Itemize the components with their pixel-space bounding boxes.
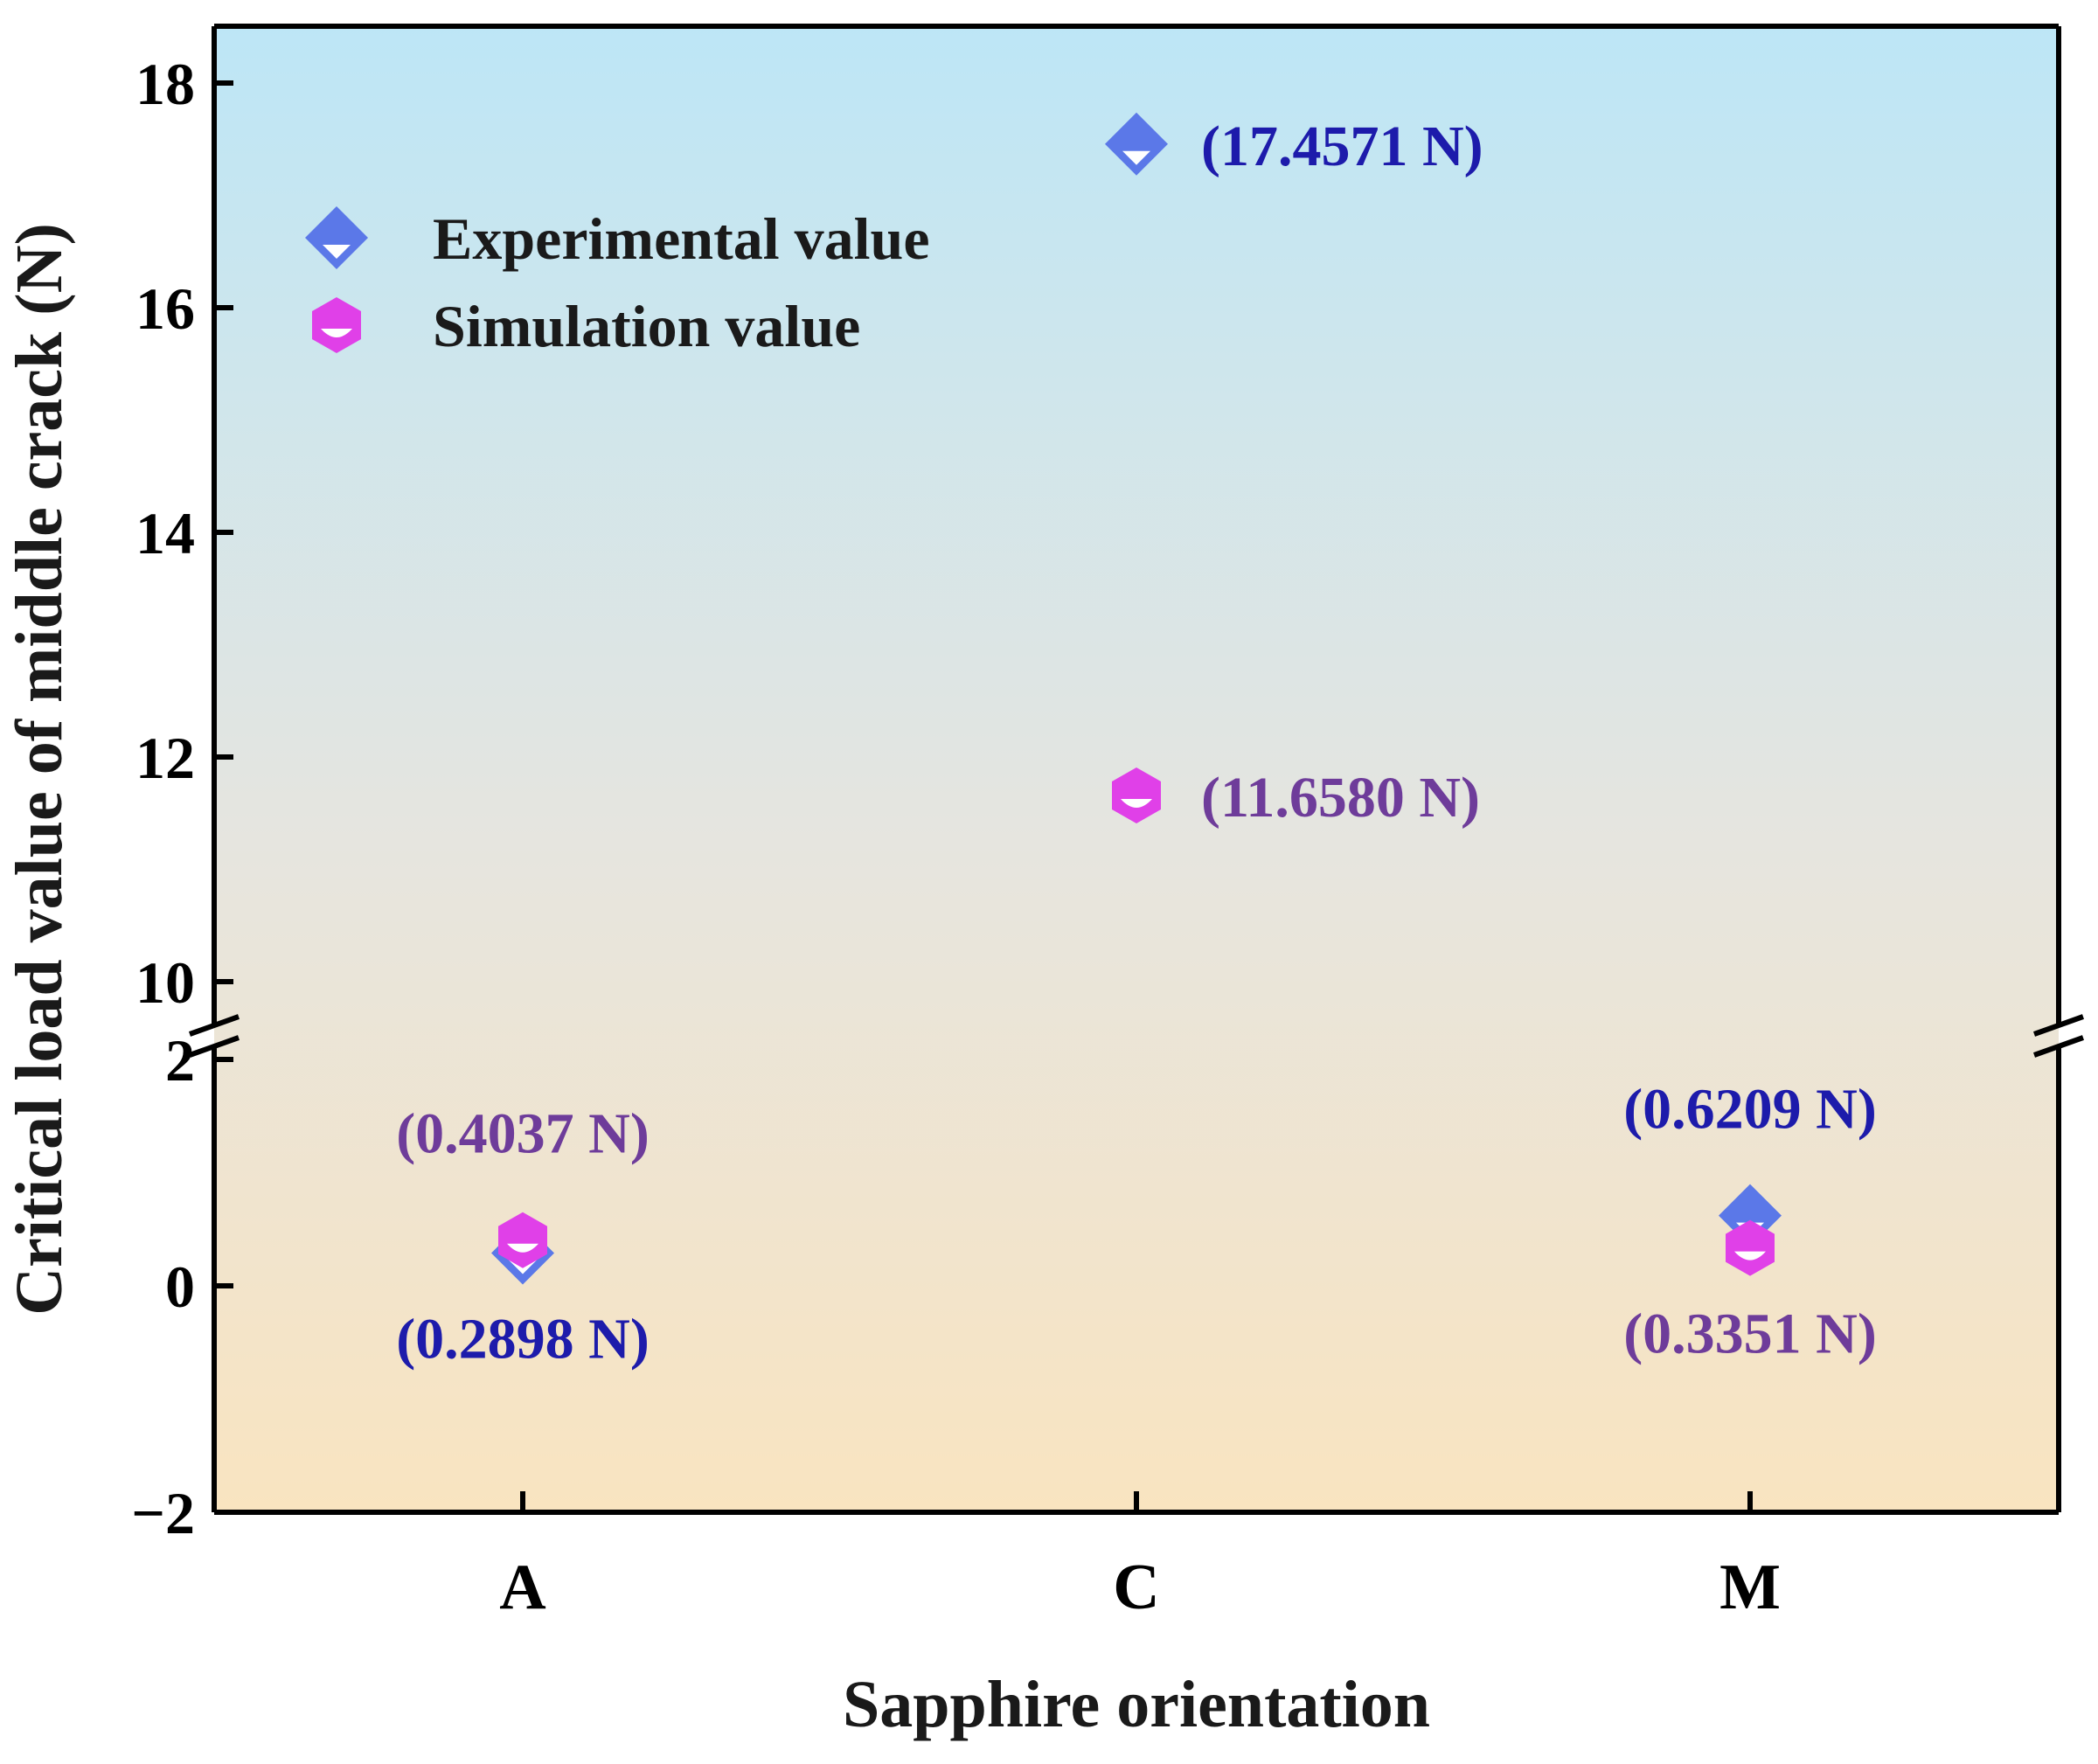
experimental-data-label-A: (0.2898 N) bbox=[396, 1307, 650, 1371]
legend-label-experimental: Experimental value bbox=[433, 205, 930, 272]
x-tick-label: M bbox=[1719, 1552, 1781, 1623]
simulation-data-label-C: (11.6580 N) bbox=[1201, 766, 1480, 830]
simulation-data-label-A: (0.4037 N) bbox=[396, 1102, 650, 1166]
y-tick-label: 12 bbox=[135, 725, 195, 791]
y-tick-label: 10 bbox=[135, 949, 195, 1016]
simulation-point-M bbox=[1726, 1219, 1775, 1276]
axis-break-mark bbox=[188, 1035, 240, 1058]
y-tick-label: 18 bbox=[135, 51, 195, 117]
y-tick-label: 2 bbox=[165, 1027, 195, 1094]
data-labels-layer: (0.2898 N) (17.4571 N) (0.6209 N) (0.4037 N… bbox=[396, 115, 1877, 1372]
simulation-point-A bbox=[498, 1212, 547, 1268]
x-axis-title: Sapphire orientation bbox=[843, 1668, 1430, 1741]
experimental-point-C bbox=[1105, 112, 1168, 176]
legend-marker-experimental bbox=[305, 206, 368, 269]
experimental-data-label-M: (0.6209 N) bbox=[1623, 1078, 1877, 1142]
x-tick-label: A bbox=[499, 1552, 545, 1623]
simulation-point-C bbox=[1112, 767, 1161, 823]
legend-label-simulation: Simulation value bbox=[433, 293, 860, 359]
y-tick-label: 16 bbox=[135, 275, 195, 342]
simulation-data-label-M: (0.3351 N) bbox=[1623, 1302, 1877, 1366]
axis-break-mark bbox=[188, 1014, 240, 1037]
experimental-data-label-C: (17.4571 N) bbox=[1201, 115, 1483, 178]
legend: Experimental value Simulation value bbox=[305, 205, 930, 359]
axis-break-mark bbox=[2032, 1035, 2085, 1058]
y-tick-label: 0 bbox=[165, 1254, 195, 1320]
y-axis-title: Critical load value of middle crack (N) bbox=[3, 223, 76, 1316]
y-tick-label: 14 bbox=[135, 500, 195, 566]
ticks-layer: −2 0 2 10 12 14 16 18 A C M bbox=[131, 51, 1781, 1623]
x-tick-label: C bbox=[1113, 1552, 1159, 1623]
axis-break-mark bbox=[2032, 1014, 2085, 1037]
y-tick-label: −2 bbox=[131, 1480, 195, 1546]
points-layer bbox=[491, 112, 1782, 1285]
legend-marker-simulation bbox=[312, 297, 361, 353]
